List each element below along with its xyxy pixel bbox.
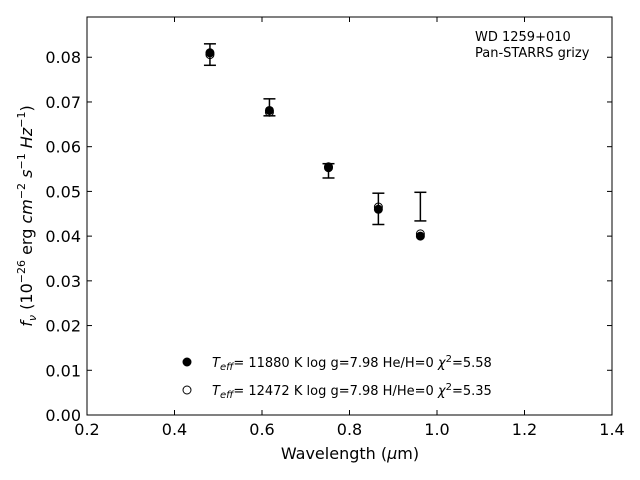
x-axis-label: Wavelength (μm) — [281, 444, 419, 463]
y-tick-label: 0.02 — [45, 317, 81, 336]
x-tick-label: 0.4 — [162, 420, 187, 439]
axis-ticks: 0.2 0.4 0.6 0.8 1.0 1.2 1.4 0.00 0.01 0.02 0.03 0.0… — [45, 17, 625, 439]
y-tick-label: 0.01 — [45, 361, 81, 380]
x-tick-label: 0.8 — [337, 420, 362, 439]
data-point-open — [264, 107, 274, 117]
y-tick-label: 0.04 — [45, 227, 81, 246]
data-point-open — [373, 202, 383, 212]
annotation-line-1: WD 1259+010 — [475, 30, 571, 45]
y-tick-label: 0.00 — [45, 406, 81, 425]
legend: Teff= 11880 K log g=7.98 He/H=0 χ2=5.58 T… — [182, 354, 492, 401]
error-bars — [203, 43, 427, 226]
y-tick-label: 0.07 — [45, 93, 81, 112]
x-tick-label: 0.6 — [249, 420, 274, 439]
y-tick-label: 0.03 — [45, 272, 81, 291]
axis-labels: Wavelength (μm) fν (10−26 erg cm−2 s−1 H… — [15, 105, 419, 463]
data-point-open — [205, 50, 215, 60]
data-point-open — [415, 229, 425, 239]
legend-entry-label: Teff= 11880 K log g=7.98 He/H=0 χ2=5.58 — [212, 354, 492, 373]
data-point-filled — [264, 105, 274, 115]
y-tick-label: 0.06 — [45, 138, 81, 157]
x-tick-label: 1.2 — [512, 420, 537, 439]
data-point-filled — [415, 231, 425, 241]
data-point-open — [324, 163, 333, 173]
y-tick-label: 0.08 — [45, 48, 81, 67]
legend-marker — [182, 385, 192, 395]
x-tick-label: 1.4 — [599, 420, 624, 439]
annotation-line-2: Pan-STARRS grizy — [475, 46, 590, 61]
data-point-filled — [373, 204, 383, 214]
y-axis-label: fν (10−26 erg cm−2 s−1 Hz−1) — [15, 105, 39, 326]
legend-entry-label: Teff= 12472 K log g=7.98 H/He=0 χ2=5.35 — [212, 382, 492, 401]
data-points — [205, 48, 425, 241]
data-point-filled — [205, 48, 215, 58]
y-tick-label: 0.05 — [45, 182, 81, 201]
annotation-block: WD 1259+010 Pan-STARRS grizy — [475, 30, 590, 61]
x-tick-label: 1.0 — [424, 420, 449, 439]
x-tick-label: 0.2 — [74, 420, 99, 439]
legend-marker — [182, 357, 192, 367]
plot-frame — [86, 16, 613, 416]
